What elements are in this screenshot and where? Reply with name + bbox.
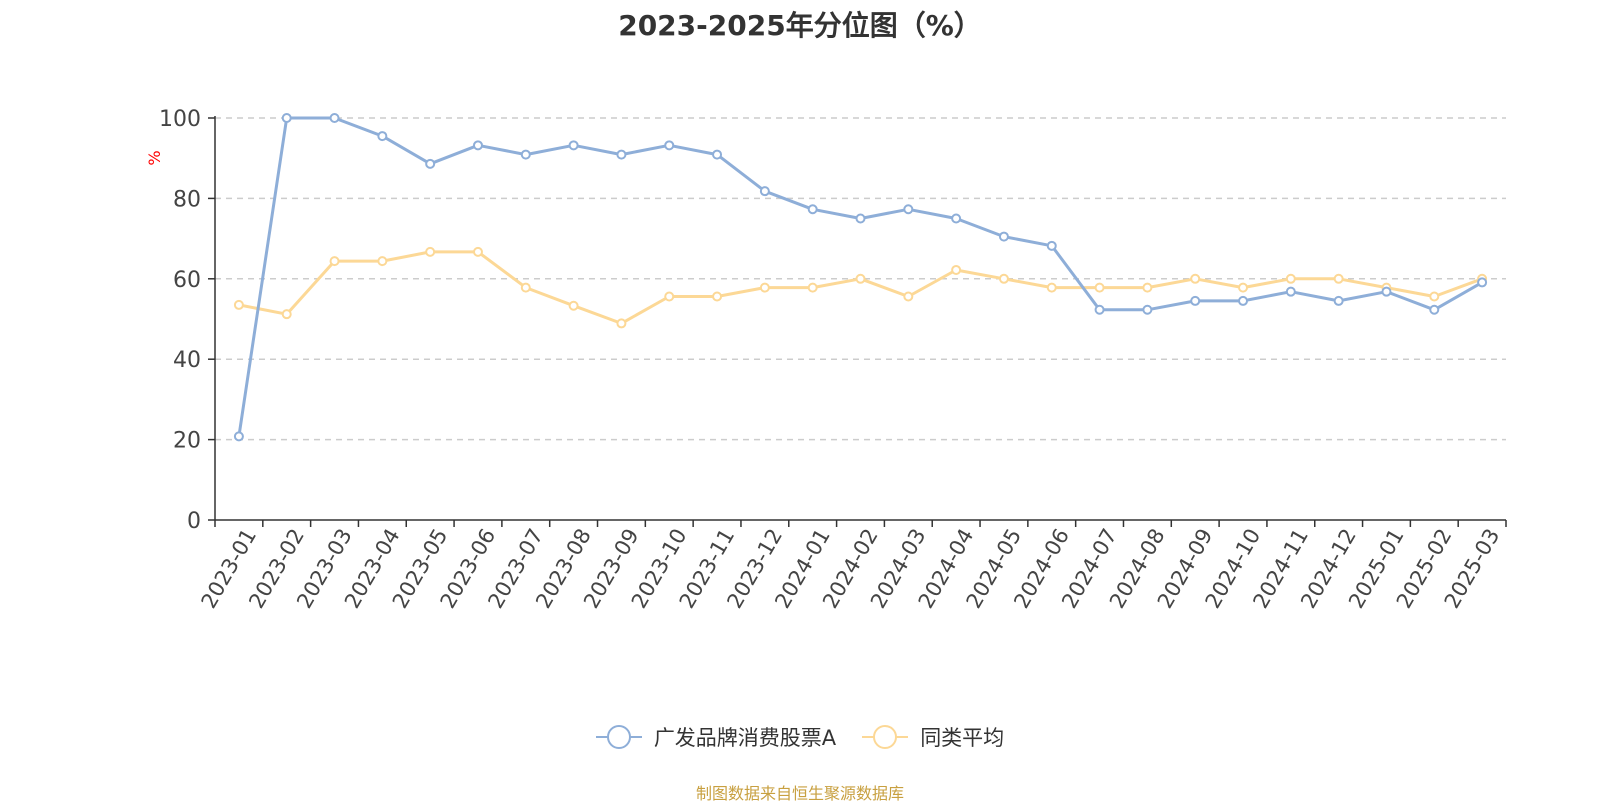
data-point [712,291,723,302]
data-point [1238,295,1249,306]
series-lines [233,113,1488,442]
chart-title: 2023-2025年分位图（%） [618,9,982,42]
data-point [664,291,675,302]
data-point [568,300,579,311]
data-point [1046,282,1057,293]
data-point [568,140,579,151]
source-note: 制图数据来自恒生聚源数据库 [695,784,904,803]
data-point [281,113,292,123]
circle-line-icon [862,725,909,749]
data-point [855,213,866,224]
legend-label-peer-average: 同类平均 [920,726,1005,750]
y-tick-label: 20 [173,429,201,454]
data-point [1142,282,1153,293]
data-point [998,273,1009,284]
legend: 广发品牌消费股票A 同类平均 [0,722,1600,752]
data-point [807,204,818,215]
data-point [520,282,531,293]
data-point [1094,304,1105,315]
data-point [951,264,962,275]
data-point [425,158,436,169]
legend-item-peer-average[interactable]: 同类平均 [862,722,1004,752]
data-point [520,149,531,160]
data-point [1429,291,1440,302]
data-point [1142,304,1153,315]
data-point [759,282,770,293]
data-point [616,318,627,329]
data-point [712,149,723,160]
data-point [1333,273,1344,284]
data-point [233,431,244,442]
data-point [377,131,388,142]
data-point [1094,282,1105,293]
data-point [1429,304,1440,315]
axes [208,116,1507,527]
data-point [233,299,244,310]
data-point [1285,273,1296,284]
data-point [855,273,866,284]
line-chart: 020406080100%2023-012023-022023-032023-0… [145,107,1507,612]
series-line [238,250,1483,325]
data-point [1333,295,1344,306]
legend-dot-peer-average [873,725,898,749]
data-point [329,256,340,267]
data-point [1190,273,1201,284]
data-point [329,113,340,123]
data-point [759,186,770,197]
data-point [1381,286,1392,297]
y-tick-label: 40 [173,348,201,373]
data-point [951,213,962,224]
data-point [903,291,914,302]
data-point [616,149,627,160]
data-point [472,246,483,257]
y-tick-label: 0 [187,509,201,534]
data-point [1238,282,1249,293]
y-tick-label: 80 [173,187,201,212]
data-point [998,231,1009,242]
legend-label-fund: 广发品牌消费股票A [653,726,837,750]
circle-line-icon [595,725,642,749]
legend-item-fund[interactable]: 广发品牌消费股票A [595,722,837,752]
data-point [425,246,436,257]
data-point [1477,277,1488,288]
y-tick-label: 100 [159,107,201,132]
data-point [903,204,914,215]
data-point [807,282,818,293]
y-axis-label: % [145,150,164,165]
y-tick-label: 60 [173,268,201,293]
data-point [1190,295,1201,306]
data-point [1046,240,1057,251]
data-point [664,140,675,151]
data-point [472,140,483,151]
data-point [377,256,388,267]
legend-dot-fund [606,725,631,749]
data-point [1285,286,1296,297]
data-point [281,309,292,320]
